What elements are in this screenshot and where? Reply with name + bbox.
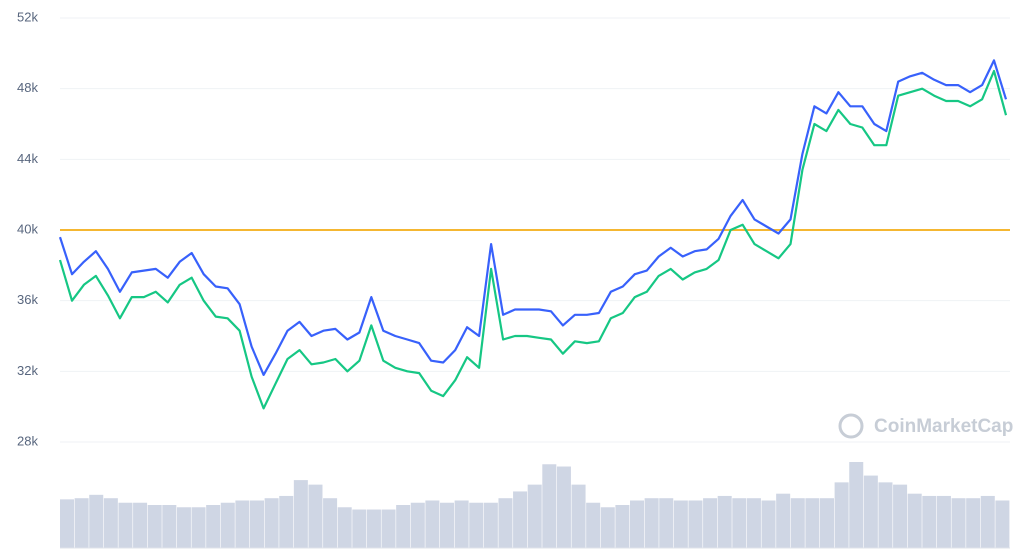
volume-bar: [790, 498, 805, 548]
y-tick-label: 44k: [17, 151, 38, 166]
volume-bar: [425, 500, 440, 548]
volume-bar: [849, 462, 864, 548]
volume-bar: [264, 498, 279, 548]
volume-bar: [834, 482, 849, 548]
y-tick-label: 52k: [17, 9, 38, 24]
volume-bar: [673, 500, 688, 548]
volume-bar: [454, 500, 469, 548]
volume-bar: [776, 493, 791, 548]
y-tick-label: 28k: [17, 433, 38, 448]
volume-bar: [410, 502, 425, 548]
volume-bar: [586, 502, 601, 548]
volume-bar: [352, 509, 367, 548]
volume-bar: [878, 482, 893, 548]
volume-bar: [337, 507, 352, 548]
volume-bar: [60, 499, 75, 548]
volume-bar: [206, 505, 221, 548]
volume-bar: [600, 507, 615, 548]
volume-bar: [513, 491, 528, 548]
volume-bar: [147, 505, 162, 548]
volume-bar: [323, 498, 338, 548]
volume-bar: [644, 498, 659, 548]
volume-bar: [746, 498, 761, 548]
volume-bar: [279, 495, 294, 548]
volume-bar: [498, 498, 513, 548]
volume-bar: [396, 505, 411, 548]
volume-bar: [293, 480, 308, 548]
volume-bar: [907, 493, 922, 548]
y-tick-label: 48k: [17, 80, 38, 95]
volume-bar: [922, 495, 937, 548]
volume-bar: [761, 500, 776, 548]
volume-bar: [74, 498, 89, 548]
volume-bar: [936, 495, 951, 548]
volume-bar: [89, 494, 104, 548]
volume-bar: [381, 509, 396, 548]
volume-bar: [250, 500, 265, 548]
volume-bar: [615, 505, 630, 548]
volume-bar: [176, 507, 191, 548]
volume-bar: [527, 484, 542, 548]
volume-bar: [805, 498, 820, 548]
volume-bar: [820, 498, 835, 548]
volume-bar: [688, 500, 703, 548]
y-tick-label: 32k: [17, 363, 38, 378]
price-line: [58, 59, 1008, 376]
volume-bar: [483, 502, 498, 548]
volume-bar: [995, 500, 1010, 548]
volume-bar: [308, 484, 323, 548]
watermark-logo: [838, 413, 864, 439]
volume-bar: [118, 502, 133, 548]
volume-bar: [980, 495, 995, 548]
volume-bar: [556, 466, 571, 548]
volume-bar: [133, 502, 148, 548]
volume-bar: [191, 507, 206, 548]
volume-bar: [893, 484, 908, 548]
volume-bar: [951, 498, 966, 548]
y-tick-label: 40k: [17, 221, 38, 236]
volume-bar: [659, 498, 674, 548]
volume-bar: [630, 500, 645, 548]
y-tick-label: 36k: [17, 292, 38, 307]
volume-bar: [162, 505, 177, 548]
volume-bar: [103, 498, 118, 548]
volume-bar: [863, 475, 878, 548]
volume-bar: [966, 498, 981, 548]
volume-bar: [220, 502, 235, 548]
price-line: [58, 69, 1008, 410]
volume-bar: [571, 484, 586, 548]
volume-bar: [366, 509, 381, 548]
volume-bar: [703, 498, 718, 548]
volume-bar: [732, 498, 747, 548]
volume-bar: [469, 502, 484, 548]
watermark-text: CoinMarketCap: [874, 416, 1013, 437]
volume-bar: [235, 500, 250, 548]
volume-bar: [717, 495, 732, 548]
volume-bar: [542, 464, 557, 548]
volume-bar: [440, 502, 455, 548]
watermark: CoinMarketCap: [838, 413, 1013, 439]
